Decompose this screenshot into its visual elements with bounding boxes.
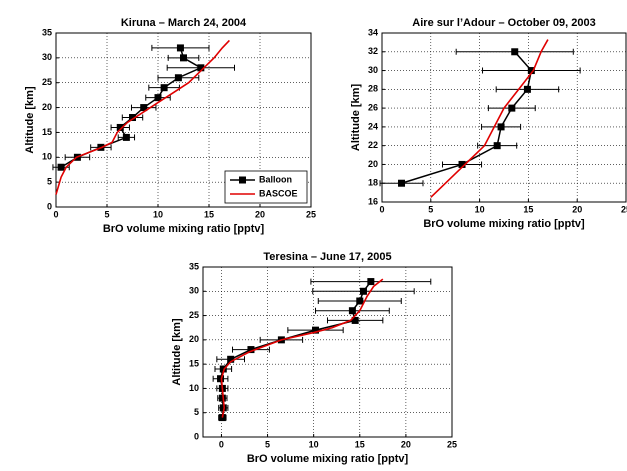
legend-label: Balloon	[259, 174, 292, 184]
chart-title: Teresina – June 17, 2005	[263, 251, 391, 263]
y-tick-label: 30	[189, 286, 199, 296]
x-tick-label: 20	[401, 439, 411, 449]
y-tick-label: 20	[42, 102, 52, 112]
marker	[140, 104, 148, 112]
y-tick-label: 16	[368, 196, 378, 206]
marker	[508, 104, 516, 112]
y-tick-label: 18	[368, 178, 378, 188]
y-tick-label: 26	[368, 102, 378, 112]
x-tick-label: 20	[572, 204, 582, 214]
x-tick-label: 20	[255, 209, 265, 219]
marker	[367, 278, 375, 286]
x-tick-label: 15	[523, 204, 533, 214]
y-tick-label: 30	[42, 52, 52, 62]
y-tick-label: 20	[368, 159, 378, 169]
marker	[129, 114, 136, 122]
y-tick-label: 25	[42, 77, 52, 87]
x-axis-label: BrO volume mixing ratio [pptv]	[247, 453, 409, 465]
marker	[219, 404, 227, 412]
plot-frame	[202, 266, 453, 438]
x-tick-label: 10	[475, 204, 485, 214]
x-tick-label: 5	[428, 204, 433, 214]
marker	[174, 74, 182, 82]
x-tick-label: 25	[447, 439, 457, 449]
x-tick-label: 0	[219, 439, 224, 449]
series-line	[220, 278, 384, 418]
marker	[176, 44, 184, 52]
marker	[160, 84, 168, 92]
y-axis-label: Altitude [km]	[24, 86, 36, 154]
marker	[493, 142, 501, 150]
plot-frame	[381, 32, 627, 203]
y-tick-label: 32	[368, 46, 378, 56]
legend-box	[224, 170, 308, 204]
y-tick-label: 5	[47, 177, 52, 187]
marker	[356, 297, 364, 305]
marker	[180, 54, 187, 62]
y-tick-label: 0	[47, 201, 52, 211]
chart-title: Aire sur l’Adour – October 09, 2003	[412, 17, 595, 29]
marker	[219, 365, 227, 373]
x-tick-label: 15	[204, 209, 214, 219]
y-axis-label: Altitude [km]	[171, 318, 183, 386]
y-tick-label: 28	[368, 84, 378, 94]
x-tick-label: 5	[104, 209, 109, 219]
plot-frame	[55, 32, 312, 208]
y-tick-label: 35	[42, 27, 52, 37]
y-tick-label: 15	[42, 127, 52, 137]
x-tick-label: 10	[309, 439, 319, 449]
marker	[312, 326, 320, 334]
x-tick-label: 25	[621, 204, 627, 214]
marker	[348, 307, 356, 315]
y-tick-label: 24	[368, 121, 378, 131]
marker	[218, 394, 226, 402]
x-tick-label: 5	[265, 439, 270, 449]
y-tick-label: 30	[368, 65, 378, 75]
y-tick-label: 20	[189, 334, 199, 344]
marker	[197, 64, 205, 72]
y-tick-label: 5	[194, 407, 199, 417]
marker	[247, 346, 255, 354]
series-line	[430, 39, 549, 198]
y-tick-label: 25	[189, 310, 199, 320]
y-tick-label: 10	[189, 383, 199, 393]
marker	[116, 123, 124, 131]
marker	[359, 287, 367, 295]
x-tick-label: 25	[306, 209, 316, 219]
y-tick-label: 35	[189, 261, 199, 271]
marker	[57, 163, 65, 171]
y-tick-label: 15	[189, 359, 199, 369]
marker	[217, 375, 225, 383]
marker	[523, 85, 531, 93]
legend-label: BASCOE	[259, 188, 298, 198]
y-tick-label: 0	[194, 431, 199, 441]
marker	[511, 48, 519, 56]
legend-marker	[239, 176, 246, 184]
marker	[154, 94, 162, 102]
marker	[398, 179, 406, 187]
marker	[227, 355, 235, 363]
marker	[497, 123, 505, 131]
y-tick-label: 22	[368, 140, 378, 150]
marker	[351, 316, 359, 324]
x-axis-label: BrO volume mixing ratio [pptv]	[423, 218, 585, 230]
marker	[527, 67, 535, 75]
x-tick-label: 0	[379, 204, 384, 214]
y-tick-label: 34	[368, 27, 378, 37]
x-tick-label: 15	[355, 439, 365, 449]
y-tick-label: 10	[42, 152, 52, 162]
x-tick-label: 0	[53, 209, 58, 219]
x-tick-label: 10	[153, 209, 163, 219]
x-axis-label: BrO volume mixing ratio [pptv]	[103, 223, 265, 235]
chart-title: Kiruna – March 24, 2004	[121, 17, 247, 29]
marker	[122, 133, 130, 141]
y-axis-label: Altitude [km]	[350, 84, 362, 152]
marker	[458, 160, 466, 168]
series-line	[55, 39, 230, 195]
